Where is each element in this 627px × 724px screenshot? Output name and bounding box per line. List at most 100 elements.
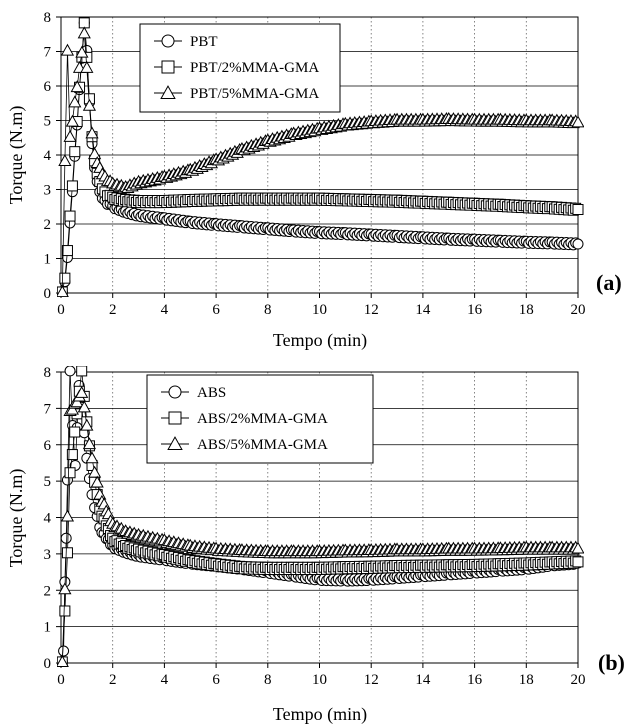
legend-entry: ABS/5%MMA-GMA xyxy=(197,437,328,453)
data-point xyxy=(65,114,80,127)
data-point xyxy=(77,400,91,413)
y-tick-label: 3 xyxy=(44,183,52,199)
x-axis-label: Tempo (min) xyxy=(273,330,367,351)
x-tick-label: 6 xyxy=(212,672,220,688)
series-triangle xyxy=(57,26,584,297)
y-tick-label: 2 xyxy=(44,583,52,599)
data-point xyxy=(75,45,89,58)
x-tick-label: 2 xyxy=(109,672,117,688)
x-tick-label: 16 xyxy=(467,672,483,688)
data-point xyxy=(66,180,78,192)
panel-label: (a) xyxy=(596,270,622,295)
legend-box xyxy=(146,374,374,464)
x-tick-label: 6 xyxy=(212,302,220,318)
x-tick-label: 10 xyxy=(312,302,327,318)
panel-label: (b) xyxy=(598,650,625,675)
y-tick-label: 8 xyxy=(44,10,52,26)
data-point xyxy=(571,541,584,554)
data-point xyxy=(58,582,72,595)
legend-entry: ABS xyxy=(197,385,226,401)
data-point xyxy=(58,645,70,657)
x-tick-label: 20 xyxy=(571,672,586,688)
x-tick-label: 12 xyxy=(364,672,379,688)
data-point xyxy=(59,272,71,284)
x-tick-label: 18 xyxy=(519,672,534,688)
x-tick-label: 8 xyxy=(264,302,272,318)
data-point xyxy=(90,475,104,488)
x-tick-label: 14 xyxy=(415,672,431,688)
data-point xyxy=(85,451,99,464)
legend-marker xyxy=(167,436,183,451)
legend-entry: PBT/5%MMA-GMA xyxy=(190,86,319,102)
data-point xyxy=(571,115,584,128)
data-point xyxy=(57,285,69,297)
y-tick-label: 4 xyxy=(44,148,52,164)
x-tick-label: 4 xyxy=(161,672,169,688)
y-tick-label: 3 xyxy=(44,547,52,563)
legend-entry: ABS/2%MMA-GMA xyxy=(197,411,328,427)
data-point xyxy=(63,129,77,142)
data-point xyxy=(65,402,79,415)
y-tick-label: 5 xyxy=(44,114,52,130)
y-tick-label: 7 xyxy=(44,45,52,61)
data-point xyxy=(61,547,73,559)
x-tick-label: 12 xyxy=(364,302,379,318)
y-axis-label: Torque (N.m) xyxy=(6,106,27,205)
y-tick-label: 0 xyxy=(44,286,52,302)
x-tick-label: 10 xyxy=(312,672,327,688)
data-point xyxy=(69,426,81,438)
data-point xyxy=(58,154,72,166)
y-tick-label: 6 xyxy=(44,79,52,95)
data-point xyxy=(78,17,90,29)
legend-entry: PBT xyxy=(190,34,218,50)
legend: PBT PBT/2%MMA-GMA PBT/5%MMA-GMA xyxy=(139,23,341,113)
data-point xyxy=(76,366,88,377)
data-point xyxy=(75,385,89,398)
series-triangle xyxy=(57,385,584,667)
x-tick-label: 20 xyxy=(571,302,586,318)
data-point xyxy=(61,245,73,257)
data-point xyxy=(69,146,81,158)
legend-marker xyxy=(168,385,182,399)
data-point xyxy=(68,95,82,108)
legend: ABS ABS/2%MMA-GMA ABS/5%MMA-GMA xyxy=(146,374,374,464)
x-tick-label: 8 xyxy=(264,672,272,688)
data-layer xyxy=(57,366,584,667)
data-point xyxy=(64,467,76,479)
y-tick-label: 1 xyxy=(44,620,52,636)
data-point xyxy=(59,605,71,617)
y-tick-label: 4 xyxy=(44,511,52,527)
x-tick-label: 4 xyxy=(161,302,169,318)
y-tick-label: 1 xyxy=(44,252,52,268)
series-circle xyxy=(57,17,584,297)
y-tick-label: 7 xyxy=(44,401,52,417)
legend-entry: PBT/2%MMA-GMA xyxy=(190,60,319,76)
data-point xyxy=(572,556,584,568)
x-tick-label: 0 xyxy=(57,302,65,318)
legend-marker xyxy=(161,60,175,74)
x-axis-label: Tempo (min) xyxy=(273,704,367,724)
data-point xyxy=(88,465,102,478)
data-point xyxy=(88,147,102,160)
data-point xyxy=(57,655,69,667)
legend-marker xyxy=(168,411,182,425)
data-point xyxy=(64,366,76,377)
data-point xyxy=(64,210,76,222)
data-point xyxy=(80,418,94,431)
y-axis-label: Torque (N.m) xyxy=(6,469,27,568)
y-tick-label: 6 xyxy=(44,438,52,454)
x-tick-label: 0 xyxy=(57,672,65,688)
x-tick-label: 2 xyxy=(109,302,117,318)
data-point xyxy=(82,98,97,111)
y-tick-label: 8 xyxy=(44,365,52,381)
data-point xyxy=(77,26,91,39)
y-tick-label: 0 xyxy=(44,656,52,672)
legend-marker xyxy=(160,85,176,100)
data-point xyxy=(82,437,97,450)
data-point xyxy=(60,532,72,544)
data-point xyxy=(572,204,584,216)
data-point xyxy=(60,509,75,522)
